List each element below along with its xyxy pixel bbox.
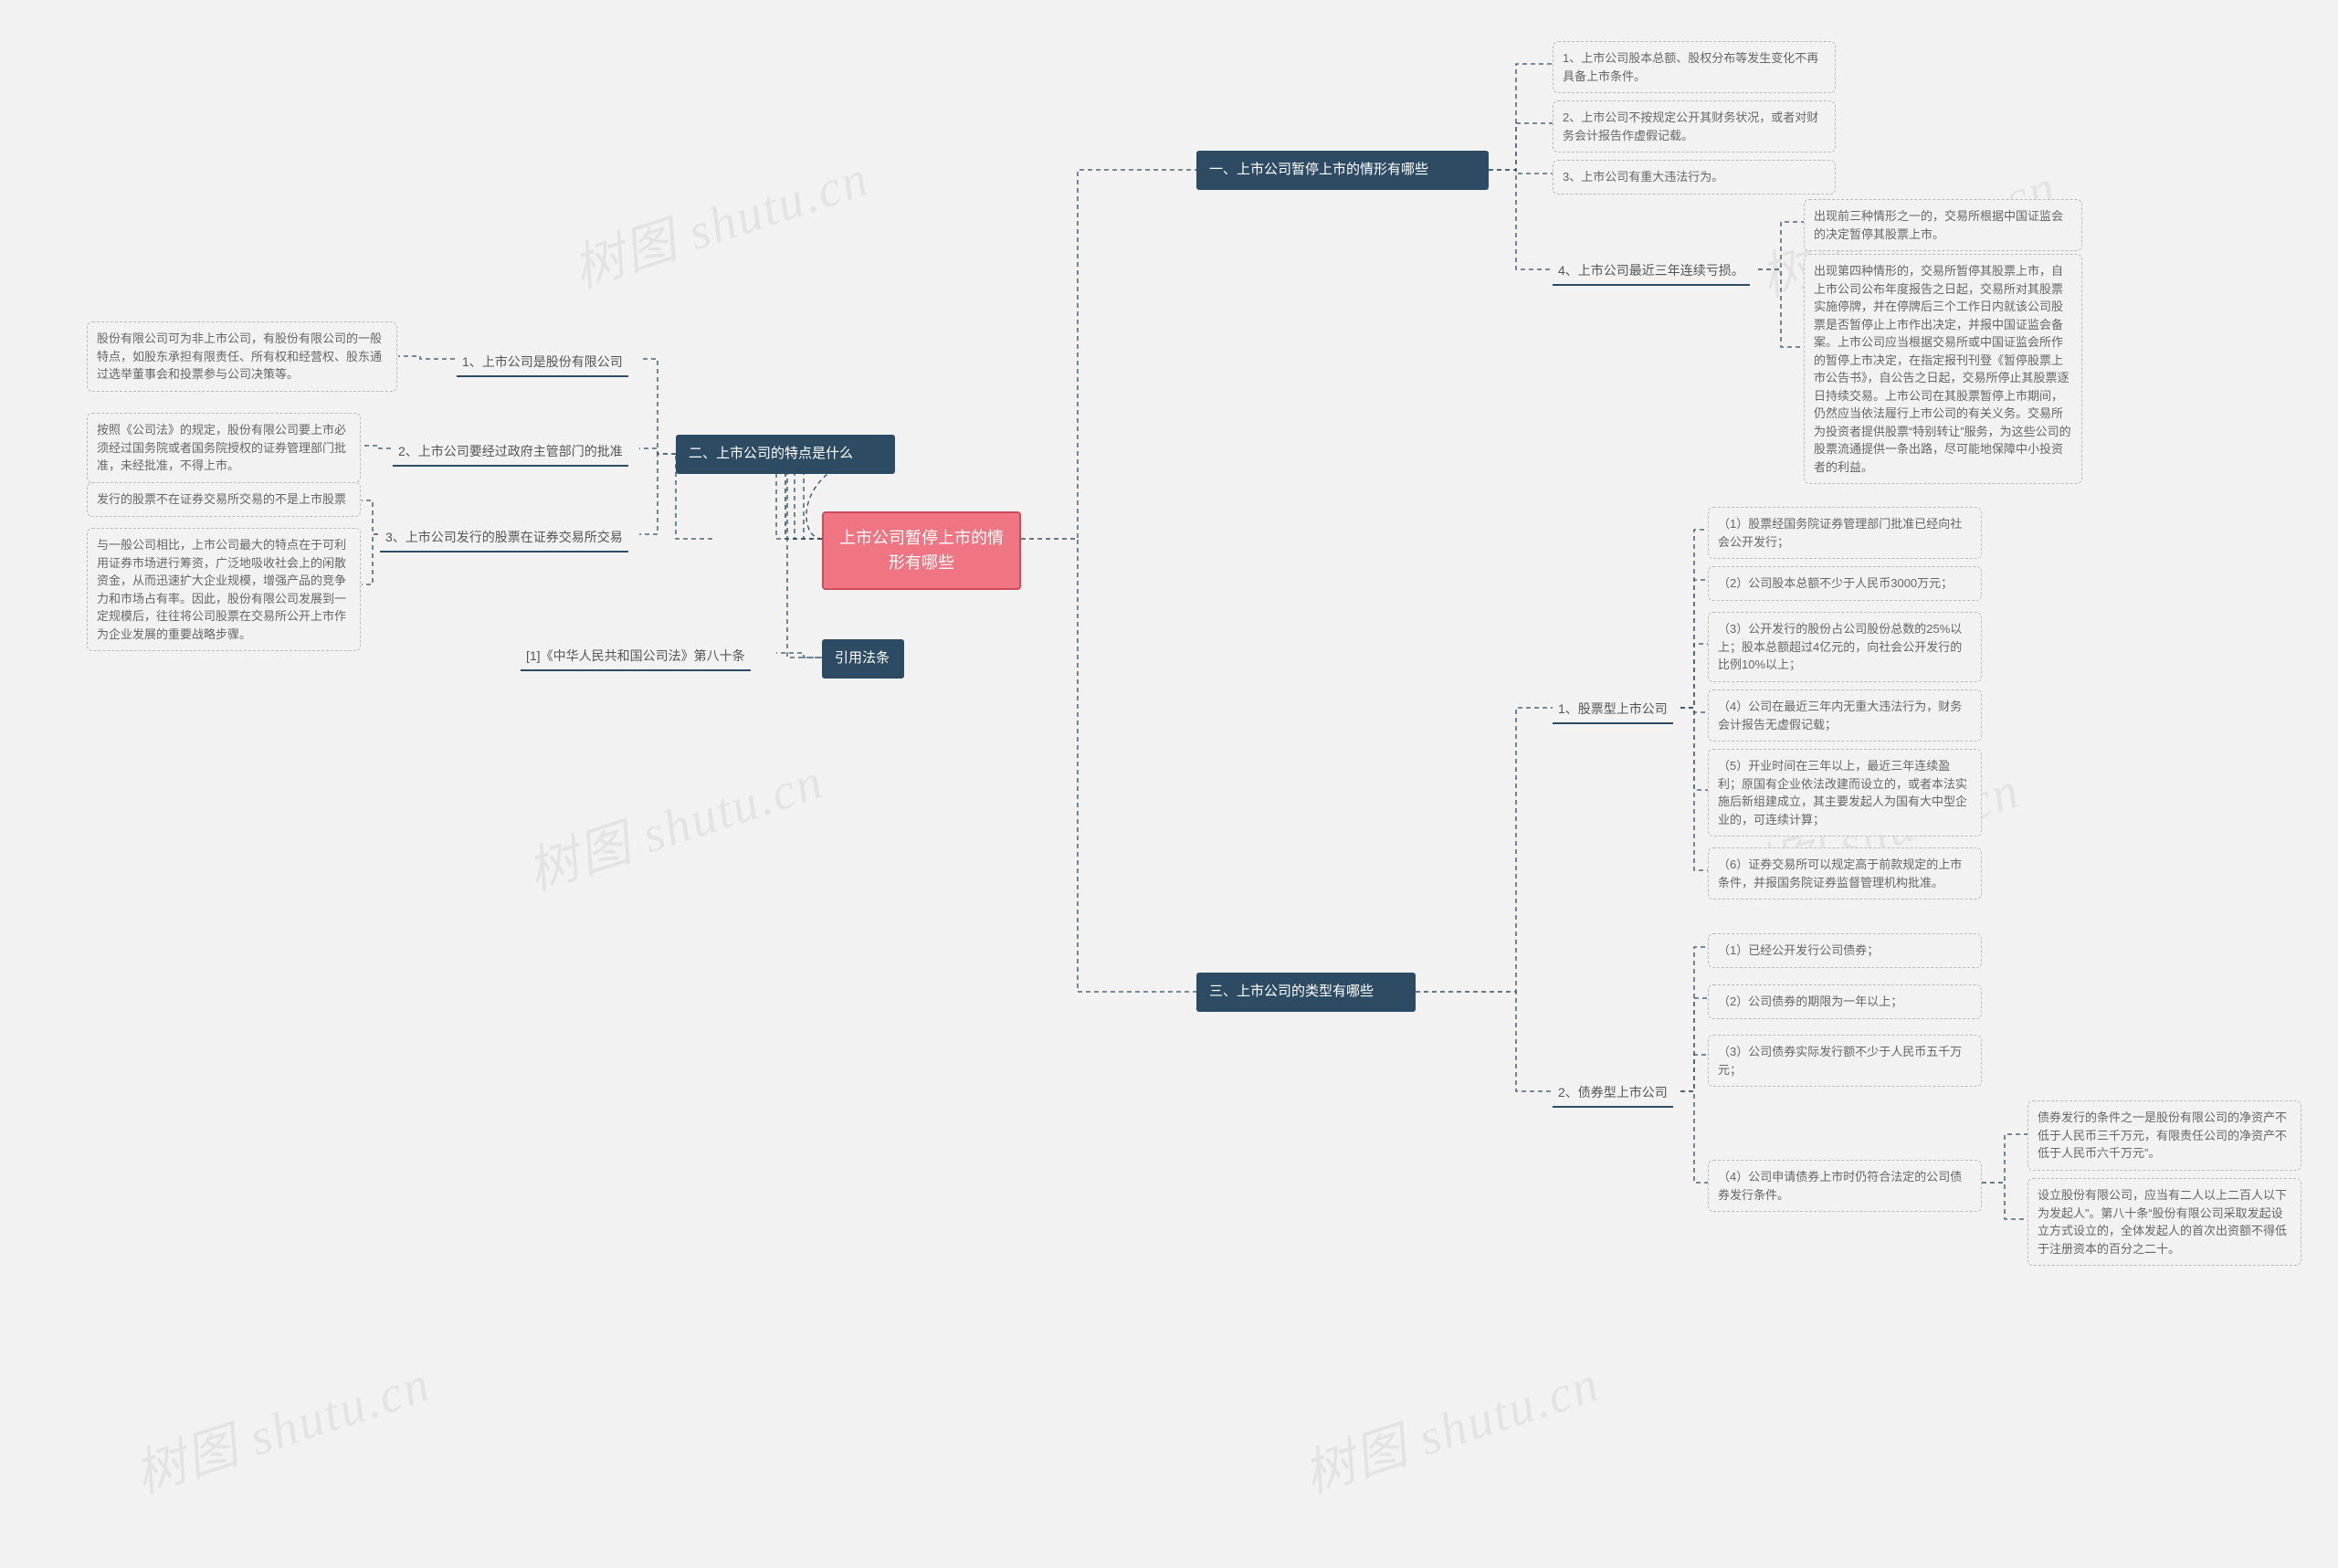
b3-c1e: （5）开业时间在三年以上，最近三年连续盈利；原国有企业依法改建而设立的，或者本法… — [1708, 749, 1982, 837]
b3-c2b: （2）公司债券的期限为一年以上； — [1708, 984, 1982, 1019]
branch-features[interactable]: 二、上市公司的特点是什么 — [676, 435, 895, 474]
b1-c1: 1、上市公司股本总额、股权分布等发生变化不再具备上市条件。 — [1553, 41, 1836, 93]
b4-c1: [1]《中华人民共和国公司法》第八十条 — [521, 641, 751, 671]
b3-c1d: （4）公司在最近三年内无重大违法行为，财务会计报告无虚假记载； — [1708, 689, 1982, 742]
b3-c1b: （2）公司股本总额不少于人民币3000万元； — [1708, 566, 1982, 601]
watermark: 树图 shutu.cn — [517, 740, 832, 905]
branch-types[interactable]: 三、上市公司的类型有哪些 — [1196, 973, 1416, 1012]
b3-c2d: （4）公司申请债券上市时仍符合法定的公司债券发行条件。 — [1708, 1160, 1982, 1212]
mindmap-canvas: 树图 shutu.cn 树图 shutu.cn 树图 shutu.cn 树图 s… — [0, 0, 2338, 1568]
b3-c2: 2、债券型上市公司 — [1553, 1078, 1673, 1108]
branch-citation[interactable]: 引用法条 — [822, 639, 904, 679]
b2-c1: 1、上市公司是股份有限公司 — [457, 347, 628, 377]
b1-c4: 4、上市公司最近三年连续亏损。 — [1553, 256, 1750, 286]
b2-c2: 2、上市公司要经过政府主管部门的批准 — [393, 437, 628, 467]
b1-c2: 2、上市公司不按规定公开其财务状况，或者对财务会计报告作虚假记载。 — [1553, 100, 1836, 153]
b2-c1a: 股份有限公司可为非上市公司，有股份有限公司的一般特点，如股东承担有限责任、所有权… — [87, 321, 397, 392]
watermark: 树图 shutu.cn — [563, 137, 878, 302]
watermark: 树图 shutu.cn — [124, 1342, 439, 1508]
b2-c3a: 发行的股票不在证券交易所交易的不是上市股票 — [87, 482, 361, 517]
b1-c4a: 出现前三种情形之一的，交易所根据中国证监会的决定暂停其股票上市。 — [1804, 199, 2082, 251]
b2-c3b: 与一般公司相比，上市公司最大的特点在于可利用证券市场进行筹资，广泛地吸收社会上的… — [87, 528, 361, 651]
b3-c1c: （3）公开发行的股份占公司股份总数的25%以上；股本总额超过4亿元的，向社会公开… — [1708, 612, 1982, 682]
b1-c3: 3、上市公司有重大违法行为。 — [1553, 160, 1836, 195]
root-node[interactable]: 上市公司暂停上市的情形有哪些 — [822, 511, 1021, 590]
branch-suspension[interactable]: 一、上市公司暂停上市的情形有哪些 — [1196, 151, 1489, 190]
watermark: 树图 shutu.cn — [1293, 1342, 1608, 1508]
b3-c1f: （6）证券交易所可以规定高于前款规定的上市条件，并报国务院证券监督管理机构批准。 — [1708, 847, 1982, 900]
b3-c2d2: 设立股份有限公司，应当有二人以上二百人以下为发起人”。第八十条“股份有限公司采取… — [2027, 1178, 2301, 1266]
b2-c2a: 按照《公司法》的规定，股份有限公司要上市必须经过国务院或者国务院授权的证券管理部… — [87, 413, 361, 483]
b3-c1a: （1）股票经国务院证券管理部门批准已经向社会公开发行； — [1708, 507, 1982, 559]
b3-c2d1: 债券发行的条件之一是股份有限公司的净资产不低于人民币三千万元，有限责任公司的净资… — [2027, 1100, 2301, 1171]
b3-c1: 1、股票型上市公司 — [1553, 694, 1673, 724]
b3-c2c: （3）公司债券实际发行额不少于人民币五千万元； — [1708, 1035, 1982, 1087]
b1-c4b: 出现第四种情形的，交易所暂停其股票上市，自上市公司公布年度报告之日起，交易所对其… — [1804, 254, 2082, 484]
b3-c2a: （1）已经公开发行公司债券； — [1708, 933, 1982, 968]
b2-c3: 3、上市公司发行的股票在证券交易所交易 — [380, 522, 628, 552]
